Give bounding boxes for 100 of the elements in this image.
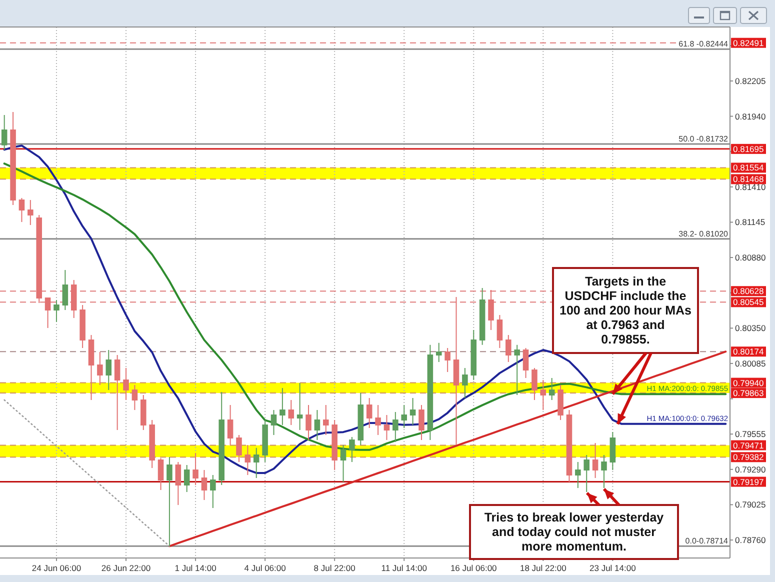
candlestick bbox=[514, 344, 520, 396]
candlestick bbox=[97, 351, 103, 386]
x-tick-label: 1 Jul 14:00 bbox=[174, 563, 217, 573]
candlestick bbox=[506, 334, 512, 362]
candlestick bbox=[575, 462, 581, 489]
candlestick bbox=[584, 454, 590, 493]
candlestick bbox=[184, 464, 190, 493]
candlestick bbox=[444, 348, 450, 372]
candlestick bbox=[253, 447, 260, 479]
ref-line-label: 0.79197 bbox=[733, 476, 764, 487]
ref-line-label: 0.81695 bbox=[733, 144, 764, 154]
annotation: Tries to break lower yesterday and today could not muster more momentum. bbox=[484, 510, 664, 554]
candlestick bbox=[280, 387, 286, 426]
x-tick-label: 16 Jul 06:00 bbox=[450, 563, 498, 573]
candlestick bbox=[601, 454, 607, 489]
candlestick bbox=[323, 404, 329, 436]
y-tick-label: 0.81410 bbox=[735, 182, 766, 192]
candlestick bbox=[592, 442, 598, 479]
candlestick bbox=[175, 462, 182, 506]
x-tick-label: 11 Jul 14:00 bbox=[381, 563, 428, 573]
ref-line-label: 0.79940 bbox=[733, 378, 764, 388]
y-tick-label: 0.80880 bbox=[735, 252, 766, 263]
candlestick bbox=[418, 404, 424, 440]
candlestick bbox=[106, 349, 112, 390]
candlestick bbox=[436, 342, 442, 362]
ref-line-label: 0.79382 bbox=[733, 452, 764, 462]
candlestick bbox=[479, 288, 486, 346]
candlestick bbox=[10, 112, 16, 206]
annotation: 50.0 -0.81732 bbox=[678, 134, 729, 144]
ref-line-label: 0.80628 bbox=[733, 286, 764, 296]
candlestick bbox=[244, 444, 251, 476]
candlestick bbox=[201, 470, 208, 501]
x-tick-label: 18 Jul 22:00 bbox=[520, 563, 567, 573]
annotation: 38.2- 0.81020 bbox=[678, 229, 729, 238]
candlestick bbox=[218, 391, 224, 486]
candlestick bbox=[236, 434, 242, 463]
candlestick bbox=[227, 404, 234, 446]
annotation: 0.0-0.78714 bbox=[685, 536, 729, 546]
line-series bbox=[4, 399, 170, 547]
x-tick-label: 8 Jul 22:00 bbox=[314, 563, 356, 573]
candlestick bbox=[366, 397, 372, 428]
candlestick bbox=[123, 367, 129, 400]
y-tick-label: 0.82205 bbox=[735, 76, 766, 86]
ref-line-label: 0.80545 bbox=[733, 297, 764, 308]
ref-line-label: 0.82491 bbox=[733, 38, 764, 48]
ref-line-label: 0.79863 bbox=[733, 388, 764, 398]
candlestick bbox=[496, 314, 503, 348]
candlestick bbox=[349, 436, 355, 463]
candlestick bbox=[548, 377, 555, 400]
candlestick bbox=[392, 411, 398, 442]
candlestick bbox=[462, 367, 468, 398]
x-tick-label: 24 Jun 06:00 bbox=[32, 563, 82, 573]
candlestick bbox=[132, 384, 138, 410]
candlestick bbox=[158, 458, 164, 491]
candlestick bbox=[1, 114, 8, 150]
candlestick bbox=[427, 344, 434, 440]
candlestick bbox=[210, 474, 216, 509]
annotation: Targets in the USDCHF include the 100 and 200 hour MAs at 0.7963 and 0.79855. bbox=[560, 274, 692, 346]
candlestick bbox=[140, 394, 146, 430]
candlestick bbox=[314, 409, 320, 440]
candlestick bbox=[114, 354, 120, 430]
candlestick bbox=[288, 399, 294, 426]
y-tick-label: 0.80085 bbox=[735, 358, 766, 368]
candlestick bbox=[54, 300, 60, 323]
x-tick-label: 23 Jul 14:00 bbox=[590, 563, 636, 573]
candlestick bbox=[296, 382, 303, 430]
y-tick-label: 0.78760 bbox=[735, 535, 766, 546]
candlestick bbox=[192, 452, 198, 486]
candlestick bbox=[166, 456, 172, 547]
candlestick bbox=[306, 404, 312, 440]
annotation: 61.8 -0.82444 bbox=[678, 40, 729, 49]
candlestick bbox=[149, 419, 155, 469]
x-tick-label: 26 Jun 22:00 bbox=[101, 563, 151, 573]
candlestick bbox=[270, 409, 277, 436]
y-tick-label: 0.79290 bbox=[735, 464, 766, 474]
candlestick bbox=[401, 404, 407, 428]
ref-line-label: 0.81468 bbox=[733, 174, 764, 184]
y-tick-label: 0.80350 bbox=[735, 323, 766, 334]
ref-line-label: 0.79471 bbox=[733, 440, 764, 450]
candlestick bbox=[522, 348, 529, 378]
candlestick bbox=[262, 419, 268, 463]
candlestick bbox=[340, 444, 346, 483]
candlestick bbox=[384, 414, 390, 440]
candlestick bbox=[566, 409, 572, 483]
candlestick bbox=[532, 367, 538, 400]
candlestick bbox=[375, 404, 381, 436]
candlestick bbox=[332, 419, 338, 471]
ref-line-label: 0.80174 bbox=[733, 346, 764, 357]
candlestick bbox=[28, 199, 34, 226]
candlestick bbox=[470, 330, 477, 380]
candlestick bbox=[558, 384, 564, 420]
candlestick bbox=[410, 397, 416, 426]
y-tick-label: 0.81145 bbox=[735, 217, 766, 228]
candlestick bbox=[88, 334, 94, 400]
candlestick bbox=[610, 431, 616, 471]
candlestick bbox=[540, 379, 546, 410]
candlestick bbox=[62, 270, 68, 311]
x-tick-label: 4 Jul 06:00 bbox=[244, 563, 286, 573]
y-tick-label: 0.79025 bbox=[735, 500, 766, 510]
candlestick bbox=[358, 392, 364, 446]
